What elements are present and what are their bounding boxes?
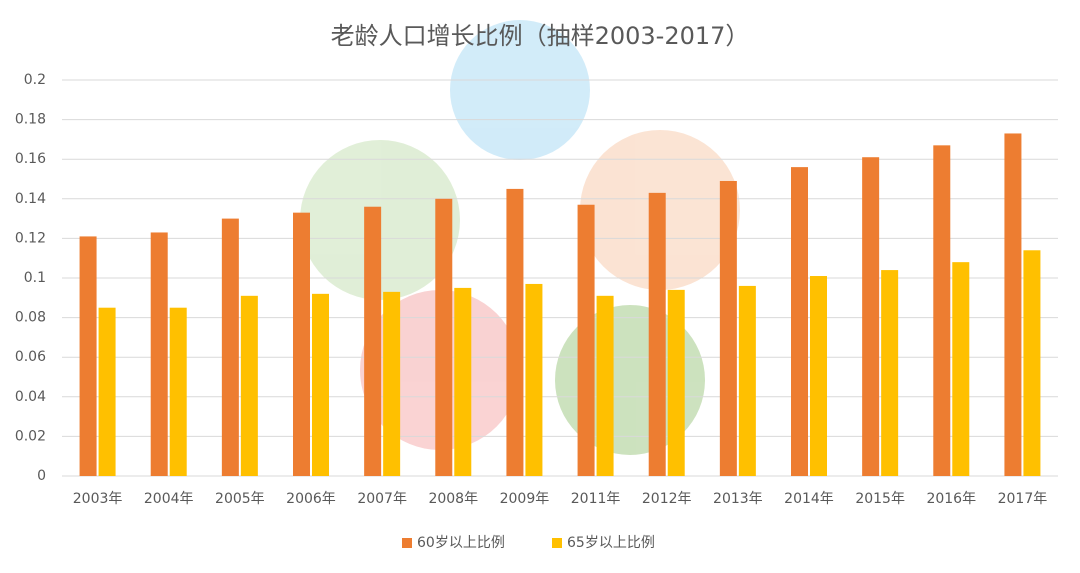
bar	[596, 295, 614, 476]
y-tick-label: 0.18	[15, 112, 46, 128]
bar	[648, 192, 666, 477]
bar	[862, 157, 880, 476]
bar	[98, 307, 116, 476]
chart-title: 老龄人口增长比例（抽样2003-2017）	[331, 22, 750, 50]
bar	[577, 204, 595, 477]
bar	[791, 167, 808, 476]
x-tick-label: 2014年	[784, 491, 834, 507]
bar	[719, 180, 737, 477]
y-tick-label: 0.06	[15, 349, 46, 365]
y-tick-label: 0.02	[15, 428, 46, 444]
y-tick-label: 0.14	[15, 191, 46, 207]
bar	[221, 218, 239, 476]
x-tick-label: 2006年	[286, 491, 336, 507]
legend-swatch	[552, 538, 562, 548]
bar	[1004, 133, 1022, 476]
x-tick-label: 2016年	[926, 491, 976, 507]
legend-label: 60岁以上比例	[417, 535, 505, 551]
bar	[383, 291, 401, 476]
y-tick-label: 0.04	[15, 389, 46, 405]
x-tick-label: 2004年	[144, 491, 194, 507]
x-tick-label: 2011年	[571, 491, 621, 507]
y-tick-label: 0.12	[15, 230, 46, 246]
x-tick-label: 2005年	[215, 491, 265, 507]
x-tick-label: 2013年	[713, 491, 763, 507]
bar	[150, 232, 168, 476]
bar	[169, 307, 187, 476]
bar	[312, 293, 329, 476]
bar	[933, 145, 951, 476]
x-tick-label: 2003年	[73, 491, 123, 507]
y-tick-label: 0.1	[24, 270, 46, 286]
x-tick-label: 2007年	[357, 491, 407, 507]
bar	[667, 289, 685, 476]
bar	[525, 283, 543, 476]
x-tick-label: 2009年	[500, 491, 550, 507]
bar	[810, 276, 827, 476]
bar	[435, 198, 453, 477]
bar	[293, 212, 310, 476]
bar	[79, 236, 97, 476]
y-tick-label: 0	[37, 468, 46, 484]
x-tick-label: 2015年	[855, 491, 905, 507]
bar	[240, 295, 258, 476]
x-tick-label: 2012年	[642, 491, 692, 507]
legend-swatch	[402, 538, 412, 548]
y-tick-label: 0.16	[15, 151, 46, 167]
bar	[364, 206, 382, 476]
legend-label: 65岁以上比例	[567, 535, 655, 551]
bar	[506, 188, 524, 476]
bar	[738, 285, 756, 476]
bar	[881, 270, 899, 476]
bar	[952, 262, 970, 476]
y-tick-label: 0.08	[15, 310, 46, 326]
bar	[1023, 250, 1041, 476]
x-tick-label: 2017年	[998, 491, 1048, 507]
y-tick-label: 0.2	[24, 72, 46, 88]
x-tick-label: 2008年	[428, 491, 478, 507]
bar	[454, 287, 472, 476]
